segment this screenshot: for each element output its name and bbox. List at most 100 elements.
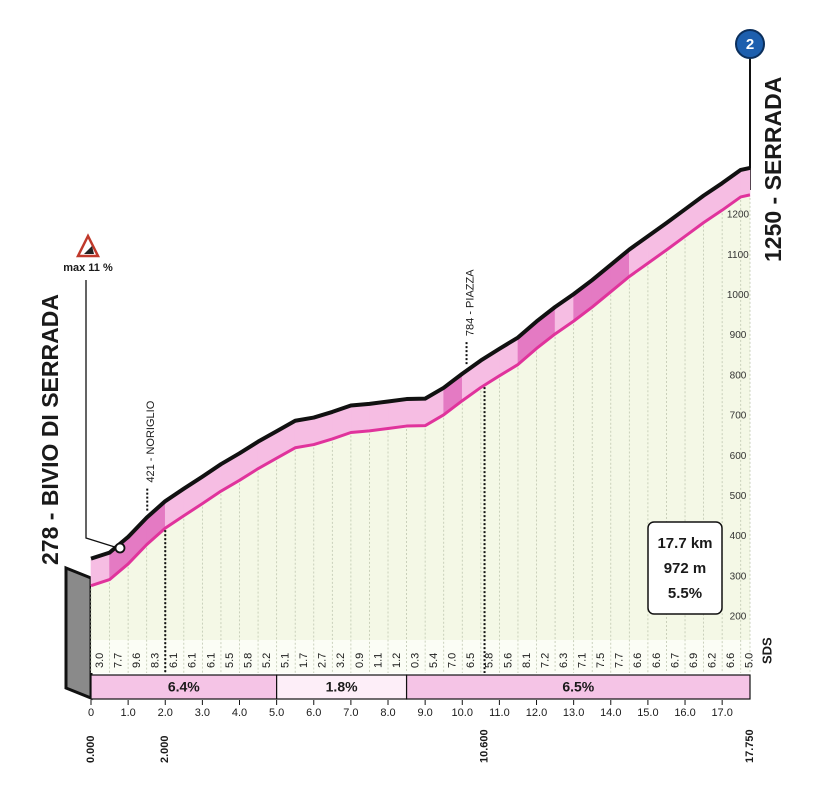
section-bar xyxy=(405,674,751,700)
ridge-line xyxy=(90,165,751,561)
x-tick-label: 11.0 xyxy=(489,707,510,719)
gradient-label: 5.1 xyxy=(280,653,292,668)
distance-marker: 17.750 xyxy=(744,729,756,763)
y-tick-label: 1100 xyxy=(727,250,749,261)
gradient-label: 3.2 xyxy=(335,653,347,668)
section-label: 1.8% xyxy=(326,679,358,695)
y-tick-label: 1000 xyxy=(727,290,750,301)
gradient-band xyxy=(294,418,315,449)
x-tick-label: 12.0 xyxy=(526,707,547,719)
end-label: 1250 - SERRADA xyxy=(760,77,786,262)
gradient-label: 5.5 xyxy=(224,653,236,668)
gradient-label: 6.6 xyxy=(651,653,663,668)
x-tick-label: 14.0 xyxy=(600,707,621,719)
x-tick-label: 0 xyxy=(88,707,94,719)
gradient-label: 1.7 xyxy=(298,653,310,668)
y-tick-label: 400 xyxy=(730,531,747,542)
gradient-label: 0.9 xyxy=(354,653,366,668)
max-gradient-point xyxy=(114,542,126,554)
gradient-band xyxy=(406,399,426,427)
section-bar xyxy=(90,674,278,700)
summary-line: 5.5% xyxy=(668,585,702,602)
gradient-band xyxy=(740,168,751,198)
max-gradient-icon-fill xyxy=(84,246,94,254)
start-block xyxy=(64,565,93,701)
x-tick-label: 16.0 xyxy=(674,707,695,719)
start-label: 278 - BIVIO DI SERRADA xyxy=(37,294,63,565)
gradient-label: 7.0 xyxy=(447,653,459,668)
gradient-label: 3.0 xyxy=(94,653,106,668)
x-tick-label: 1.0 xyxy=(120,707,135,719)
gradient-label: 6.1 xyxy=(168,653,180,668)
x-tick-label: 7.0 xyxy=(343,707,358,719)
summary-box xyxy=(647,521,723,615)
section-label: 6.5% xyxy=(562,679,594,695)
gradient-label: 5.2 xyxy=(261,653,273,668)
y-tick-label: 200 xyxy=(730,612,747,623)
gradient-label: 6.2 xyxy=(706,653,718,668)
gradient-label: 8.3 xyxy=(150,653,162,668)
gradient-label: 7.7 xyxy=(112,653,124,668)
badge-number: 2 xyxy=(746,36,754,53)
x-tick-label: 6.0 xyxy=(306,707,321,719)
distance-marker: 2.000 xyxy=(159,735,171,763)
x-tick-label: 8.0 xyxy=(380,707,395,719)
gradient-label: 7.1 xyxy=(577,653,589,668)
y-tick-label: 1200 xyxy=(727,210,750,221)
gradient-label: 6.9 xyxy=(688,653,700,668)
x-tick-label: 15.0 xyxy=(637,707,658,719)
gradient-label: 6.6 xyxy=(725,653,737,668)
y-tick-label: 500 xyxy=(730,491,747,502)
gradient-label: 7.7 xyxy=(614,653,626,668)
x-tick-label: 17.0 xyxy=(711,707,732,719)
gradient-label: 5.4 xyxy=(428,653,440,668)
gradient-label: 9.6 xyxy=(131,653,143,668)
waypoint-label: 421 - NORIGLIO xyxy=(145,400,157,482)
gradient-label: 2.7 xyxy=(317,653,329,668)
gradient-label: 5.8 xyxy=(484,653,496,668)
x-tick-label: 10.0 xyxy=(452,707,473,719)
y-tick-label: 900 xyxy=(730,330,747,341)
gradient-label: 6.6 xyxy=(632,653,644,668)
logo: SDS xyxy=(759,637,774,664)
gradient-label: 7.2 xyxy=(539,653,551,668)
gradient-label: 1.1 xyxy=(372,653,384,668)
gradient-band xyxy=(350,404,370,433)
x-tick-label: 2.0 xyxy=(158,707,173,719)
y-tick-label: 800 xyxy=(730,370,747,381)
distance-marker: 0.000 xyxy=(85,735,97,763)
x-tick-label: 9.0 xyxy=(417,707,432,719)
gradient-label: 6.7 xyxy=(669,653,681,668)
gradient-label: 5.0 xyxy=(744,653,756,668)
summary-line: 17.7 km xyxy=(657,535,712,552)
gradient-label: 6.1 xyxy=(187,653,199,668)
gradient-band xyxy=(387,399,407,429)
y-tick-label: 700 xyxy=(730,411,747,422)
gradient-label: 1.2 xyxy=(391,653,403,668)
gradient-label: 6.1 xyxy=(205,653,217,668)
section-label: 6.4% xyxy=(168,679,200,695)
gradient-label: 7.5 xyxy=(595,653,607,668)
waypoint-label: 784 - PIAZZA xyxy=(464,269,476,336)
category-badge xyxy=(735,29,765,59)
ground-fill xyxy=(91,194,750,673)
max-gradient-pointer xyxy=(85,280,119,549)
gradient-strip xyxy=(91,640,750,673)
y-tick-label: 300 xyxy=(730,571,747,582)
max-gradient-label: max 11 % xyxy=(63,262,113,274)
gradient-label: 0.3 xyxy=(409,653,421,668)
y-tick-label: 600 xyxy=(730,451,747,462)
summary-line: 972 m xyxy=(664,560,707,577)
x-tick-label: 5.0 xyxy=(269,707,284,719)
gradient-label: 8.1 xyxy=(521,653,533,668)
gradient-label: 6.5 xyxy=(465,653,477,668)
x-tick-label: 3.0 xyxy=(195,707,210,719)
x-tick-label: 13.0 xyxy=(563,707,584,719)
gradient-label: 6.3 xyxy=(558,653,570,668)
gradient-label: 5.6 xyxy=(502,653,514,668)
gradient-label: 5.8 xyxy=(242,653,254,668)
profile-line xyxy=(90,193,751,588)
distance-marker: 10.600 xyxy=(478,729,490,763)
x-tick-label: 4.0 xyxy=(232,707,247,719)
